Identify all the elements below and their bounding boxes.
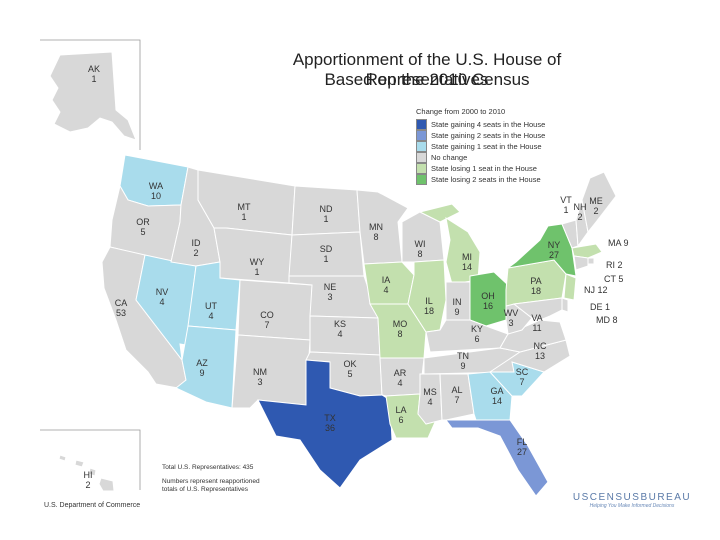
map-title-line2: Based on the 2010 Census xyxy=(324,70,530,89)
state-label-mo: MO 8 xyxy=(393,319,408,339)
state-label-ms: MS 4 xyxy=(423,387,437,407)
state-de xyxy=(561,297,569,313)
state-ct xyxy=(573,255,589,271)
state-mn xyxy=(356,189,409,265)
state-wy xyxy=(213,227,293,284)
state-al xyxy=(439,373,475,421)
legend-item-nc: No change xyxy=(416,152,576,163)
state-label-tn: TN 9 xyxy=(457,351,469,371)
state-label-mi: MI 14 xyxy=(462,252,472,272)
legend-item-g4: State gaining 4 seats in the House xyxy=(416,119,576,130)
state-label-nh: NH 2 xyxy=(574,202,587,222)
state-label-mt: MT 1 xyxy=(238,202,251,222)
census-bureau-tagline: Helping You Make Informed Decisions xyxy=(589,503,675,509)
state-label-id: ID 2 xyxy=(192,238,202,258)
state-co xyxy=(237,279,313,341)
state-label-ny: NY 27 xyxy=(548,240,561,260)
state-label-ga: GA 14 xyxy=(490,386,503,406)
state-label-ri: RI 2 xyxy=(606,260,623,270)
state-fl xyxy=(445,419,549,497)
state-me xyxy=(581,171,617,234)
state-label-me: ME 2 xyxy=(589,196,603,216)
state-label-tx: TX 36 xyxy=(324,413,336,433)
state-label-wv: WV 3 xyxy=(504,308,519,328)
state-label-ia: IA 4 xyxy=(382,275,391,295)
alaska-inset-frame xyxy=(40,39,141,150)
state-label-il: IL 18 xyxy=(424,296,434,316)
census-bureau-wordmark: USCENSUSBUREAU xyxy=(572,492,692,503)
state-label-or: OR 5 xyxy=(136,217,150,237)
state-label-nc: NC 13 xyxy=(534,341,547,361)
state-label-ut: UT 4 xyxy=(205,301,217,321)
state-label-ky: KY 6 xyxy=(471,324,483,344)
legend-swatch xyxy=(416,130,427,141)
legend-title: Change from 2000 to 2010 xyxy=(416,107,506,116)
total-representatives: Total U.S. Representatives: 435 xyxy=(162,464,254,471)
legend: Change from 2000 to 2010 State gaining 4… xyxy=(416,107,576,185)
census-bureau-logo: USCENSUSBUREAU Helping You Make Informed… xyxy=(568,492,696,509)
state-nj xyxy=(563,273,577,301)
legend-swatch xyxy=(416,119,427,130)
state-label-ks: KS 4 xyxy=(334,319,346,339)
state-label-mn: MN 8 xyxy=(369,222,383,242)
legend-item-l1: State losing 1 seat in the House xyxy=(416,163,576,174)
legend-item-g2: State gaining 2 seats in the House xyxy=(416,130,576,141)
state-md xyxy=(512,297,563,321)
state-label-va: VA 11 xyxy=(531,313,542,333)
state-ny xyxy=(507,223,577,277)
state-label-co: CO 7 xyxy=(260,310,274,330)
legend-item-g1: State gaining 1 seat in the House xyxy=(416,141,576,152)
state-label-md: MD 8 xyxy=(596,315,618,325)
note-line1: Numbers represent reapportioned xyxy=(162,478,260,485)
legend-swatch xyxy=(416,152,427,163)
state-label-la: LA 6 xyxy=(395,405,406,425)
state-label-ok: OK 5 xyxy=(343,359,356,379)
state-label-ct: CT 5 xyxy=(604,274,623,284)
state-label-ne: NE 3 xyxy=(324,282,337,302)
state-label-sd: SD 1 xyxy=(320,244,333,264)
state-ma xyxy=(571,243,603,259)
legend-swatch xyxy=(416,174,427,185)
state-label-fl: FL 27 xyxy=(517,437,528,457)
state-label-vt: VT 1 xyxy=(560,195,572,215)
state-ri xyxy=(587,257,595,265)
state-label-wi: WI 8 xyxy=(415,239,426,259)
state-az xyxy=(175,325,237,409)
state-label-in: IN 9 xyxy=(453,297,462,317)
map-title-line1: Apportionment of the U.S. House of Repre… xyxy=(292,50,562,89)
state-label-ma: MA 9 xyxy=(608,238,629,248)
state-label-wy: WY 1 xyxy=(250,257,265,277)
legend-swatch xyxy=(416,163,427,174)
state-label-sc: SC 7 xyxy=(516,367,529,387)
state-label-ar: AR 4 xyxy=(394,368,407,388)
state-label-nm: NM 3 xyxy=(253,367,267,387)
state-nc xyxy=(488,339,571,373)
state-label-nd: ND 1 xyxy=(320,204,333,224)
state-nm xyxy=(231,334,311,409)
state-label-ak: AK 1 xyxy=(88,64,100,84)
hawaii-inset-frame xyxy=(40,429,141,490)
legend-swatch xyxy=(416,141,427,152)
legend-item-l2: State losing 2 seats in the House xyxy=(416,174,576,185)
state-hi xyxy=(58,454,115,492)
department-name: U.S. Department of Commerce xyxy=(44,502,141,509)
state-tx xyxy=(257,359,393,489)
note-line2: totals of U.S. Representatives xyxy=(162,486,248,493)
state-label-al: AL 7 xyxy=(451,385,462,405)
state-label-de: DE 1 xyxy=(590,302,610,312)
state-label-pa: PA 18 xyxy=(530,276,541,296)
state-label-nv: NV 4 xyxy=(156,287,169,307)
state-label-az: AZ 9 xyxy=(196,358,208,378)
state-label-ca: CA 53 xyxy=(115,298,128,318)
state-label-nj: NJ 12 xyxy=(584,285,608,295)
state-label-hi: HI 2 xyxy=(84,470,93,490)
state-label-wa: WA 10 xyxy=(149,181,163,201)
state-label-oh: OH 16 xyxy=(481,291,495,311)
state-ak xyxy=(49,51,137,141)
